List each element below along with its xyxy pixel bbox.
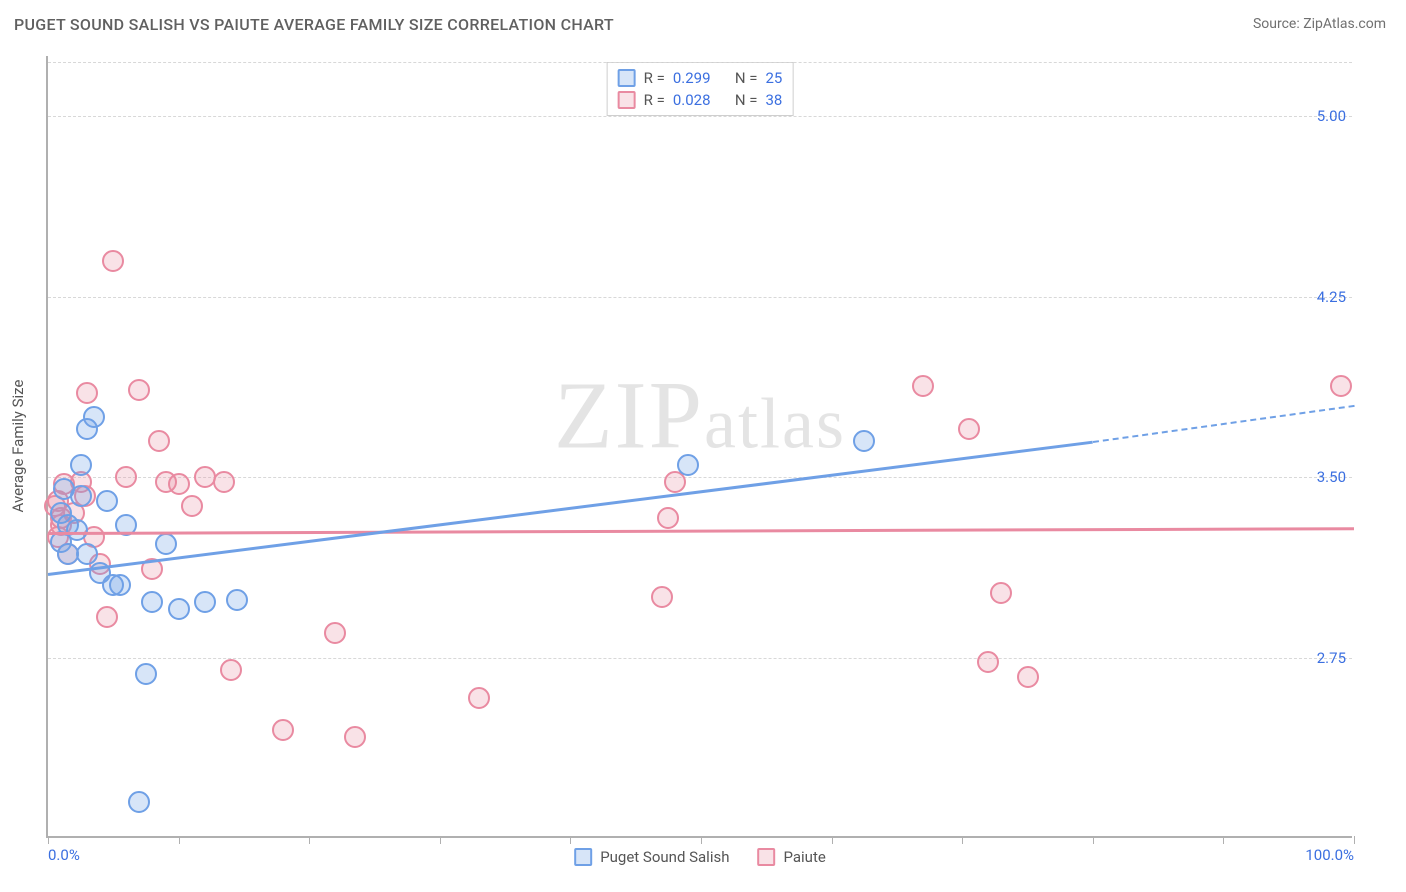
- legend-swatch: [618, 69, 636, 87]
- gridline: [48, 297, 1352, 298]
- data-point: [128, 379, 150, 401]
- data-point: [912, 375, 934, 397]
- data-point: [213, 471, 235, 493]
- y-tick-label: 2.75: [1317, 649, 1346, 667]
- data-point: [468, 687, 490, 709]
- data-point: [958, 418, 980, 440]
- source-link[interactable]: ZipAtlas.com: [1303, 16, 1386, 32]
- legend-swatch: [757, 848, 775, 866]
- data-point: [168, 473, 190, 495]
- n-label: N =: [735, 67, 758, 89]
- data-point: [102, 250, 124, 272]
- data-point: [657, 507, 679, 529]
- legend-item: Paiute: [757, 848, 825, 866]
- data-point: [1017, 666, 1039, 688]
- gridline: [48, 658, 1352, 659]
- legend-series: Puget Sound Salish Paiute: [574, 848, 826, 866]
- data-point: [83, 406, 105, 428]
- regression-line-dash: [1093, 405, 1354, 443]
- legend-stat-row: R = 0.299 N = 25: [618, 67, 783, 89]
- data-point: [1330, 375, 1352, 397]
- y-tick-label: 3.50: [1317, 468, 1346, 486]
- chart-header: PUGET SOUND SALISH VS PAIUTE AVERAGE FAM…: [0, 0, 1406, 48]
- data-point: [96, 606, 118, 628]
- data-point: [181, 495, 203, 517]
- gridline: [48, 62, 1352, 63]
- data-point: [853, 430, 875, 452]
- data-point: [168, 598, 190, 620]
- y-tick-label: 4.25: [1317, 288, 1346, 306]
- data-point: [155, 533, 177, 555]
- watermark-zip: ZIP: [554, 361, 704, 468]
- data-point: [977, 651, 999, 673]
- data-point: [141, 591, 163, 613]
- n-label: N =: [735, 89, 758, 111]
- data-point: [324, 622, 346, 644]
- source-label: Source:: [1253, 16, 1300, 32]
- x-tick: [48, 836, 49, 844]
- legend-stats: R = 0.299 N = 25 R = 0.028 N = 38: [607, 62, 794, 116]
- x-tick: [1354, 836, 1355, 844]
- x-tick-label: 0.0%: [48, 846, 80, 864]
- x-tick: [440, 836, 441, 844]
- legend-swatch: [618, 91, 636, 109]
- x-tick: [570, 836, 571, 844]
- legend-item: Puget Sound Salish: [574, 848, 729, 866]
- x-tick: [1093, 836, 1094, 844]
- data-point: [990, 582, 1012, 604]
- data-point: [66, 519, 88, 541]
- data-point: [194, 591, 216, 613]
- data-point: [115, 466, 137, 488]
- n-value: 25: [765, 67, 782, 89]
- r-value: 0.299: [673, 67, 721, 89]
- n-value: 38: [765, 89, 782, 111]
- watermark: ZIPatlas: [554, 359, 846, 470]
- r-value: 0.028: [673, 89, 721, 111]
- data-point: [194, 466, 216, 488]
- x-tick: [1223, 836, 1224, 844]
- data-point: [76, 543, 98, 565]
- data-point: [677, 454, 699, 476]
- data-point: [272, 719, 294, 741]
- x-tick: [179, 836, 180, 844]
- legend-stat-row: R = 0.028 N = 38: [618, 89, 783, 111]
- regression-line: [48, 441, 1093, 576]
- x-tick: [832, 836, 833, 844]
- r-label: R =: [644, 89, 665, 111]
- data-point: [226, 589, 248, 611]
- data-point: [102, 574, 124, 596]
- data-point: [128, 791, 150, 813]
- data-point: [148, 430, 170, 452]
- y-axis-label: Average Family Size: [9, 380, 27, 513]
- legend-swatch: [574, 848, 592, 866]
- gridline: [48, 477, 1352, 478]
- chart-source: Source: ZipAtlas.com: [1253, 16, 1386, 32]
- data-point: [651, 586, 673, 608]
- y-tick-label: 5.00: [1317, 107, 1346, 125]
- r-label: R =: [644, 67, 665, 89]
- scatter-plot: ZIPatlas Average Family Size R =0.299N =…: [46, 56, 1352, 838]
- x-tick-label: 100.0%: [1305, 846, 1354, 864]
- x-tick: [701, 836, 702, 844]
- x-tick: [309, 836, 310, 844]
- data-point: [70, 454, 92, 476]
- data-point: [70, 485, 92, 507]
- gridline: [48, 116, 1352, 117]
- chart-title: PUGET SOUND SALISH VS PAIUTE AVERAGE FAM…: [14, 15, 614, 34]
- regression-line: [48, 528, 1354, 536]
- data-point: [135, 663, 157, 685]
- watermark-atlas: atlas: [704, 383, 846, 463]
- x-tick: [962, 836, 963, 844]
- legend-label: Paiute: [783, 848, 825, 866]
- data-point: [76, 382, 98, 404]
- data-point: [220, 659, 242, 681]
- data-point: [344, 726, 366, 748]
- plot-area: ZIPatlas Average Family Size R =0.299N =…: [46, 56, 1352, 838]
- data-point: [96, 490, 118, 512]
- legend-label: Puget Sound Salish: [600, 848, 729, 866]
